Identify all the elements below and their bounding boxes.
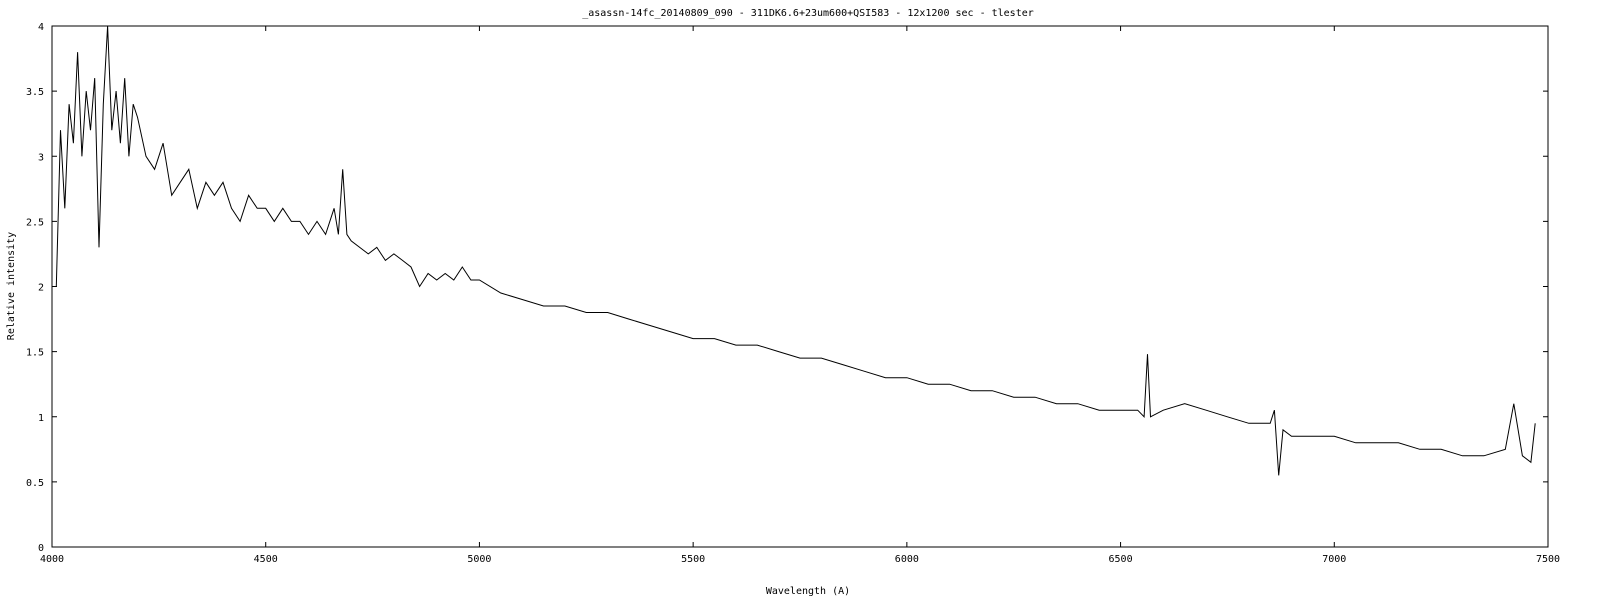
spectrum-series-line bbox=[55, 25, 1536, 476]
y-tick-label: 1 bbox=[38, 413, 44, 424]
y-tick-label: 3.5 bbox=[26, 87, 44, 98]
x-tick-label: 5000 bbox=[467, 554, 491, 565]
x-tick-label: 6000 bbox=[895, 554, 919, 565]
plot-area bbox=[51, 25, 1549, 548]
axis-ticks: 4000 4500 5000 5500 6000 6500 7000 7500 0 0.5 1 1.5… bbox=[26, 22, 1560, 565]
x-tick-label: 6500 bbox=[1109, 554, 1133, 565]
y-tick-label: 0 bbox=[38, 543, 44, 554]
x-tick-label: 4500 bbox=[254, 554, 278, 565]
x-tick-label: 4000 bbox=[40, 554, 64, 565]
plot-frame bbox=[51, 25, 1549, 548]
y-tick-label: 0.5 bbox=[26, 478, 44, 489]
x-tick-label: 7000 bbox=[1322, 554, 1346, 565]
x-tick-label: 7500 bbox=[1536, 554, 1560, 565]
y-tick-label: 2.5 bbox=[26, 217, 44, 228]
chart-title: _asassn-14fc_20140809_090 - 311DK6.6+23u… bbox=[582, 8, 1034, 19]
y-tick-label: 1.5 bbox=[26, 348, 44, 359]
y-tick-label: 2 bbox=[38, 283, 44, 294]
y-tick-label: 4 bbox=[38, 22, 44, 33]
y-tick-label: 3 bbox=[38, 152, 44, 163]
x-tick-label: 5500 bbox=[681, 554, 705, 565]
y-axis-label: Relative intensity bbox=[6, 232, 17, 340]
x-axis-label: Wavelength (A) bbox=[766, 586, 850, 597]
